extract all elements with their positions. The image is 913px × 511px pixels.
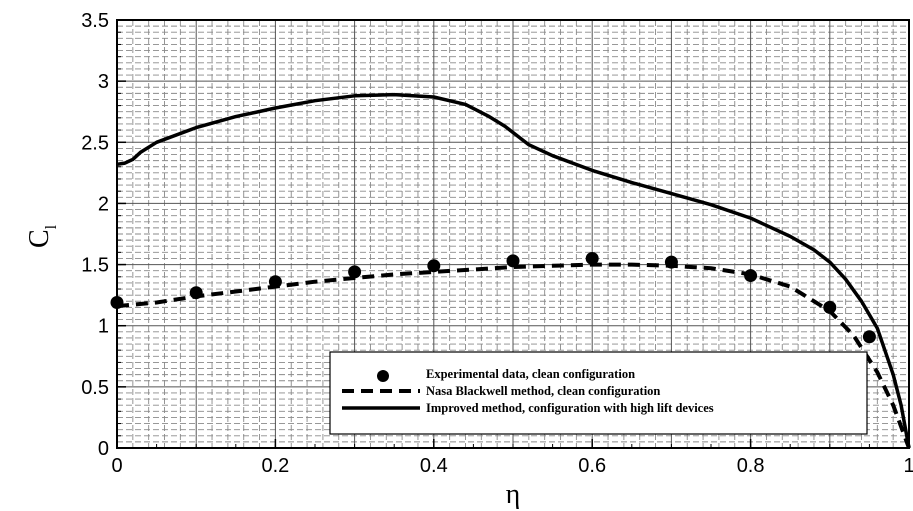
y-axis-label-subscript: l xyxy=(43,224,60,229)
x-tick-label: 0 xyxy=(111,455,122,477)
data-point-experimental xyxy=(348,265,362,279)
ticks: 0 0.5 1 1.5 2 2.5 3 3.5 0 0.2 0.4 0.6 0.8 1 xyxy=(81,10,913,477)
x-tick-label: 0.6 xyxy=(578,455,606,477)
y-tick-label: 1.5 xyxy=(81,255,109,277)
data-point-experimental xyxy=(506,254,520,268)
legend-entry-experimental: Experimental data, clean configuration xyxy=(426,367,635,381)
data-point-experimental xyxy=(823,300,837,314)
y-tick-label: 0 xyxy=(98,438,109,460)
axis-titles: η Cl xyxy=(24,224,520,510)
y-tick-label: 1 xyxy=(98,316,109,338)
legend-marker-experimental xyxy=(377,370,389,382)
data-point-experimental xyxy=(585,251,599,265)
y-tick-label: 0.5 xyxy=(81,377,109,399)
legend: Experimental data, clean configuration N… xyxy=(329,351,868,435)
data-point-experimental xyxy=(862,330,876,344)
series-line-improved xyxy=(116,92,911,449)
y-axis-label: Cl xyxy=(24,224,60,248)
y-tick-label: 3 xyxy=(98,71,109,93)
y-tick-label: 3.5 xyxy=(81,10,109,32)
y-axis-label-main: C xyxy=(24,229,55,248)
x-tick-label: 0.8 xyxy=(737,455,765,477)
x-tick-label: 0.4 xyxy=(420,455,448,477)
x-tick-label: 0.2 xyxy=(261,455,289,477)
legend-box xyxy=(329,351,868,435)
x-axis-label: η xyxy=(506,479,521,510)
data-point-experimental xyxy=(427,259,441,273)
series-line-blackwell xyxy=(116,262,911,449)
legend-entry-blackwell: Nasa Blackwell method, clean configurati… xyxy=(426,384,660,398)
y-tick-label: 2.5 xyxy=(81,132,109,154)
series-layer xyxy=(110,92,911,449)
y-tick-label: 2 xyxy=(98,193,109,215)
x-tick-label: 1 xyxy=(903,455,913,477)
legend-entry-improved: Improved method, configuration with high… xyxy=(426,401,714,415)
